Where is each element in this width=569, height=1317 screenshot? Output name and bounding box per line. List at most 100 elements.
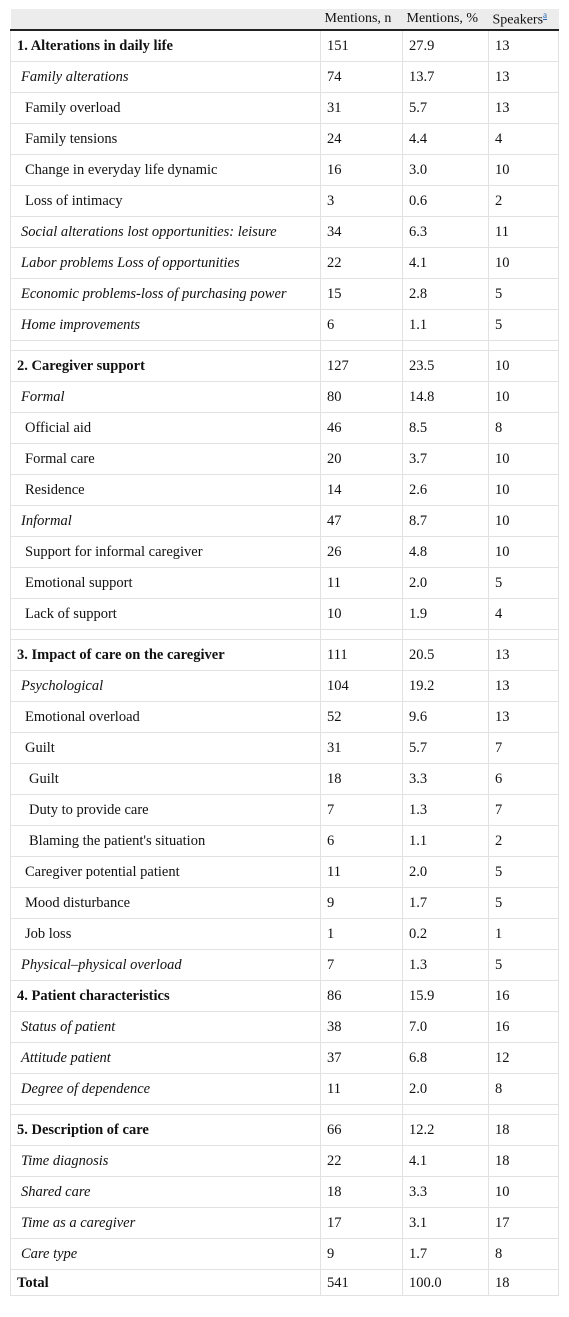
header-category [10,9,321,31]
speakers-cell: 10 [488,247,559,279]
mentions-n-cell: 11 [320,567,403,599]
mentions-n-cell: 6 [320,309,403,341]
table-body: 1. Alterations in daily life 151 27.9 13 Fam… [10,30,559,1296]
spacer-row [10,1104,559,1115]
mentions-n-cell: 11 [320,856,403,888]
mentions-n-cell: 34 [320,216,403,248]
mentions-n-cell: 18 [320,763,403,795]
category-cell: Social alterations lost opportunities: l… [10,216,321,248]
table-row: Official aid 46 8.5 8 [10,412,559,444]
speakers-cell: 10 [488,474,559,506]
category-cell: Physical–physical overload [10,949,321,981]
category-cell: Attitude patient [10,1042,321,1074]
category-cell: Guilt [10,763,321,795]
category-cell: Family alterations [10,61,321,93]
mentions-n-cell: 15 [320,278,403,310]
mentions-n-cell: 24 [320,123,403,155]
mentions-pct-cell: 2.6 [402,474,489,506]
speakers-cell: 10 [488,505,559,537]
mentions-n-cell: 37 [320,1042,403,1074]
mentions-n-cell: 7 [320,949,403,981]
table-row: 1. Alterations in daily life 151 27.9 13 [10,30,559,62]
mentions-n-cell: 3 [320,185,403,217]
mentions-n-cell: 9 [320,887,403,919]
mentions-n-cell: 18 [320,1176,403,1208]
mentions-n-cell: 104 [320,670,403,702]
mentions-table: Mentions, n Mentions, % Speakersa 1. Alt… [10,9,559,1296]
table-row: Duty to provide care 7 1.3 7 [10,794,559,826]
category-cell: Formal care [10,443,321,475]
category-cell: Informal [10,505,321,537]
mentions-pct-cell: 6.3 [402,216,489,248]
category-cell: Loss of intimacy [10,185,321,217]
mentions-n-cell: 6 [320,825,403,857]
speakers-cell: 5 [488,309,559,341]
mentions-n-cell: 31 [320,732,403,764]
table-row: Physical–physical overload 7 1.3 5 [10,949,559,981]
speakers-cell: 10 [488,443,559,475]
mentions-pct-cell: 13.7 [402,61,489,93]
mentions-n-cell: 9 [320,1238,403,1270]
total-row: Total 541 100.0 18 [10,1269,559,1296]
category-cell: Emotional support [10,567,321,599]
table-row: Blaming the patient's situation 6 1.1 2 [10,825,559,857]
mentions-pct-cell: 1.3 [402,794,489,826]
speakers-cell: 5 [488,856,559,888]
category-cell: Economic problems-loss of purchasing pow… [10,278,321,310]
table-row: Mood disturbance 9 1.7 5 [10,887,559,919]
category-cell: Mood disturbance [10,887,321,919]
mentions-n-cell: 541 [320,1269,403,1296]
table-row: Time diagnosis 22 4.1 18 [10,1145,559,1177]
mentions-pct-cell: 3.3 [402,763,489,795]
mentions-n-cell: 7 [320,794,403,826]
mentions-pct-cell: 2.8 [402,278,489,310]
mentions-pct-cell: 12.2 [402,1114,489,1146]
category-cell: Degree of dependence [10,1073,321,1105]
table-row: Caregiver potential patient 11 2.0 5 [10,856,559,888]
mentions-pct-cell: 1.3 [402,949,489,981]
table-row: Degree of dependence 11 2.0 8 [10,1073,559,1105]
category-cell: Guilt [10,732,321,764]
speakers-cell: 5 [488,278,559,310]
header-mentions-pct: Mentions, % [402,9,489,31]
table-row: 2. Caregiver support 127 23.5 10 [10,350,559,382]
category-cell: Care type [10,1238,321,1270]
mentions-n-cell: 47 [320,505,403,537]
category-cell: 4. Patient characteristics [10,980,321,1012]
speakers-cell: 7 [488,794,559,826]
table-row: Support for informal caregiver 26 4.8 10 [10,536,559,568]
category-cell: Blaming the patient's situation [10,825,321,857]
speakers-cell: 6 [488,763,559,795]
mentions-pct-cell: 4.1 [402,247,489,279]
category-cell: Family overload [10,92,321,124]
table-row: Formal care 20 3.7 10 [10,443,559,475]
header-mentions-n-label: Mentions, n [324,11,392,26]
category-cell: Time as a caregiver [10,1207,321,1239]
category-cell: 5. Description of care [10,1114,321,1146]
spacer-cell [488,340,559,351]
mentions-pct-cell: 1.1 [402,309,489,341]
mentions-n-cell: 31 [320,92,403,124]
mentions-pct-cell: 0.6 [402,185,489,217]
mentions-n-cell: 86 [320,980,403,1012]
mentions-n-cell: 46 [320,412,403,444]
mentions-n-cell: 20 [320,443,403,475]
mentions-n-cell: 1 [320,918,403,950]
mentions-pct-cell: 6.8 [402,1042,489,1074]
table-row: Family overload 31 5.7 13 [10,92,559,124]
spacer-cell [320,1104,403,1115]
speakers-cell: 7 [488,732,559,764]
mentions-pct-cell: 1.7 [402,887,489,919]
table-row: Family tensions 24 4.4 4 [10,123,559,155]
table-row: Residence 14 2.6 10 [10,474,559,506]
speakers-cell: 12 [488,1042,559,1074]
speakers-cell: 5 [488,949,559,981]
mentions-pct-cell: 4.8 [402,536,489,568]
speakers-cell: 18 [488,1114,559,1146]
speakers-cell: 13 [488,701,559,733]
table-container: Mentions, n Mentions, % Speakersa 1. Alt… [10,9,559,1296]
category-cell: Job loss [10,918,321,950]
speakers-footnote-link[interactable]: a [543,9,548,20]
category-cell: 1. Alterations in daily life [10,30,321,62]
mentions-pct-cell: 1.1 [402,825,489,857]
